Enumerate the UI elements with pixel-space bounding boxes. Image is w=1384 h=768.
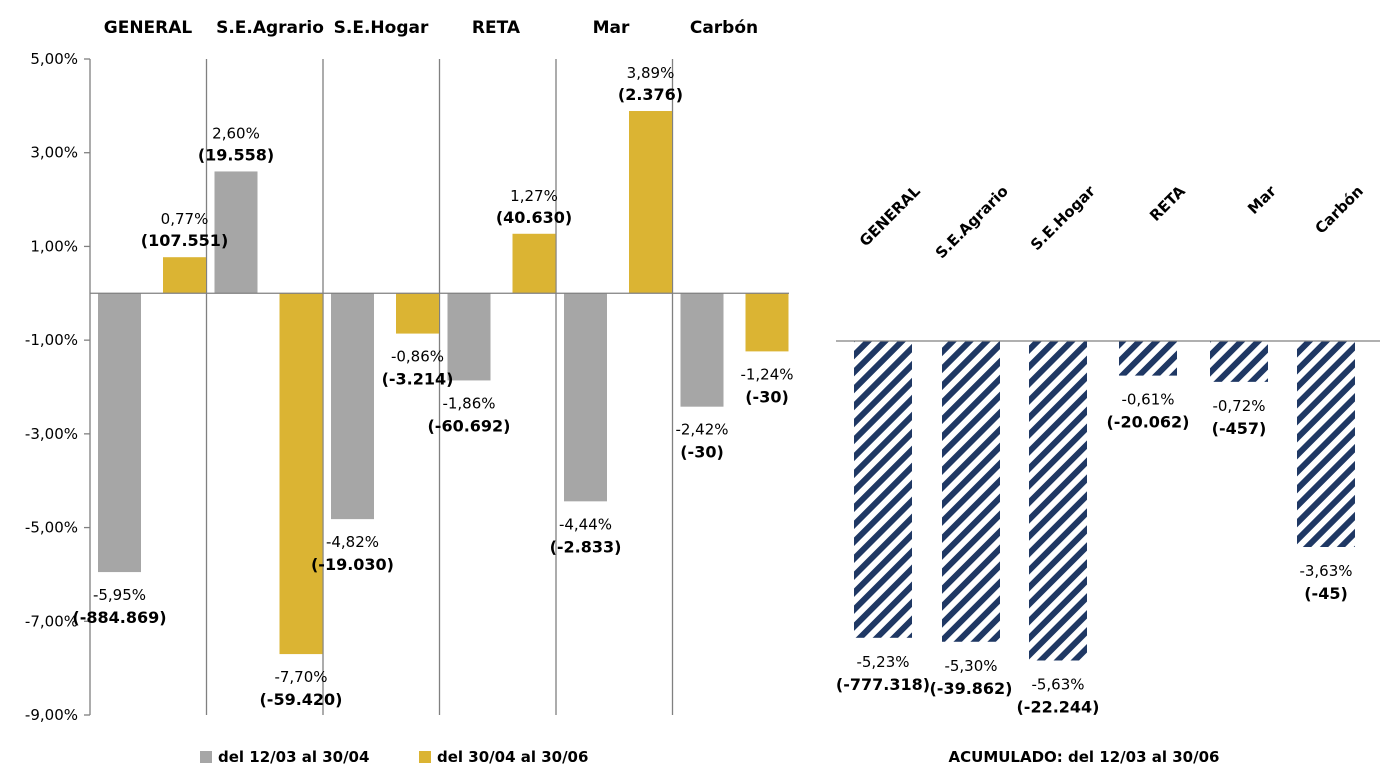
bar [447, 293, 491, 381]
value-label: -7,70% [274, 668, 327, 686]
count-label: (-19.030) [311, 555, 394, 574]
bar [279, 293, 323, 655]
legend-label-series-1: del 12/03 al 30/04 [218, 748, 369, 766]
bar [854, 341, 912, 638]
count-label: (-59.420) [259, 690, 342, 709]
value-label: -4,44% [559, 515, 612, 533]
bar [1210, 341, 1268, 382]
y-tick-label: -5,00% [25, 519, 78, 537]
count-label: (19.558) [198, 145, 274, 164]
value-label: -0,61% [1121, 391, 1174, 409]
y-tick-label: -9,00% [25, 706, 78, 724]
count-label: (-2.833) [550, 537, 622, 556]
category-title: Carbón [690, 18, 758, 38]
value-label: -2,42% [675, 421, 728, 439]
y-tick-label: 5,00% [30, 50, 78, 68]
right-chart-title: ACUMULADO: del 12/03 al 30/06 [949, 748, 1220, 766]
count-label: (107.551) [141, 231, 229, 250]
right-category-titles: GENERAL S.E.Agrario S.E.Hogar RETA Mar Carbón [856, 182, 1367, 262]
category-title: GENERAL [856, 182, 924, 250]
right-bars [854, 341, 1355, 661]
bar [1119, 341, 1177, 376]
left-data-labels: -5,95% (-884.869) 0,77% (107.551) 2,60% (19.5… [72, 64, 793, 709]
bar [629, 111, 672, 294]
legend-swatch-series-1 [200, 751, 212, 763]
category-title: Carbón [1311, 182, 1366, 237]
category-title: S.E.Agrario [216, 18, 324, 38]
category-title: S.E.Hogar [334, 18, 429, 38]
value-label: 2,60% [212, 124, 260, 142]
value-label: 3,89% [627, 64, 675, 82]
count-label: (40.630) [496, 208, 572, 227]
value-label: -1,86% [442, 394, 495, 412]
bar [564, 293, 607, 502]
legend: del 12/03 al 30/04 del 30/04 al 30/06 [200, 748, 588, 766]
value-label: -5,23% [856, 653, 909, 671]
value-label: -3,63% [1299, 562, 1352, 580]
bar [942, 341, 1000, 642]
count-label: (-30) [680, 443, 724, 462]
bar [396, 293, 439, 334]
value-label: -5,95% [93, 586, 146, 604]
category-title: Mar [1244, 182, 1280, 218]
right-bar-chart: GENERAL S.E.Agrario S.E.Hogar RETA Mar Carbón… [836, 182, 1380, 766]
count-label: (-45) [1304, 584, 1348, 603]
legend-swatch-series-2 [419, 751, 431, 763]
right-data-labels: -5,23% (-777.318) -5,30% (-39.862) -5,63% (-2… [836, 391, 1353, 717]
left-category-separators [205, 59, 674, 715]
value-label: -4,82% [326, 533, 379, 551]
category-title: GENERAL [104, 18, 193, 38]
value-label: -1,24% [740, 365, 793, 383]
bar [512, 233, 556, 294]
left-y-axis: 5,00% 3,00% 1,00% -1,00% -3,00% -5,00% -7,00% -… [25, 50, 91, 724]
bar [1297, 341, 1355, 548]
count-label: (-777.318) [836, 675, 930, 694]
value-label: -0,86% [391, 348, 444, 366]
value-label: 1,27% [510, 187, 558, 205]
category-title: Mar [593, 18, 630, 38]
bar [680, 293, 724, 407]
count-label: (-3.214) [382, 370, 454, 389]
category-title: RETA [472, 18, 521, 38]
bar [214, 171, 258, 294]
y-tick-label: 3,00% [30, 144, 78, 162]
y-tick-label: 1,00% [30, 237, 78, 255]
count-label: (-30) [745, 387, 789, 406]
count-label: (-60.692) [427, 416, 510, 435]
count-label: (-22.244) [1016, 698, 1099, 717]
count-label: (-457) [1212, 419, 1267, 438]
bar [331, 293, 374, 520]
value-label: -5,30% [944, 657, 997, 675]
count-label: (-39.862) [929, 679, 1012, 698]
category-title: S.E.Agrario [932, 182, 1012, 262]
bar [163, 257, 206, 294]
y-tick-label: -1,00% [25, 331, 78, 349]
category-title: RETA [1146, 182, 1189, 225]
bar [98, 293, 141, 573]
y-tick-label: -7,00% [25, 612, 78, 630]
legend-label-series-2: del 30/04 al 30/06 [437, 748, 588, 766]
count-label: (-884.869) [72, 608, 166, 627]
y-tick-label: -3,00% [25, 425, 78, 443]
left-category-titles: GENERAL S.E.Agrario S.E.Hogar RETA Mar Carbón [104, 18, 758, 38]
bar [745, 293, 789, 352]
value-label: 0,77% [161, 210, 209, 228]
value-label: -5,63% [1031, 676, 1084, 694]
left-bar-chart: 5,00%3,00%1,00%-1,00%-3,00%-5,00%-7,00%-… [25, 18, 794, 724]
value-label: -0,72% [1212, 397, 1265, 415]
left-bars [98, 111, 789, 655]
bar [1029, 341, 1087, 661]
category-title: S.E.Hogar [1027, 182, 1099, 254]
count-label: (-20.062) [1106, 413, 1189, 432]
count-label: (2.376) [618, 85, 683, 104]
